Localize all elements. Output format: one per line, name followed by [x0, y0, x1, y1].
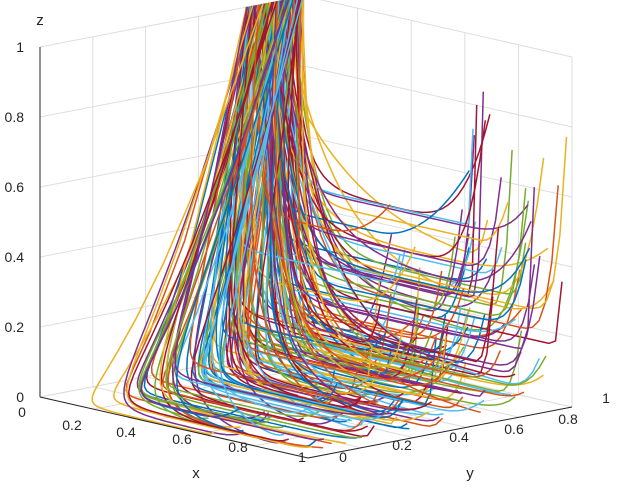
axes — [39, 47, 573, 459]
trajectory-line — [272, 1, 373, 382]
z-tick-label: 0.4 — [5, 249, 25, 265]
x-tick-label: 0 — [18, 404, 26, 420]
trajectory-line — [295, 0, 541, 366]
grid-line — [303, 65, 573, 128]
trajectory-line — [228, 6, 362, 408]
y-axis-title: y — [466, 465, 474, 482]
trajectory-line — [274, 1, 400, 409]
trajectory-line — [190, 0, 369, 432]
x-tick-label: 1 — [298, 449, 306, 465]
z-tick-label: 1 — [16, 39, 24, 55]
y-tick-label: 0.2 — [392, 437, 412, 453]
trajectory-line — [260, 4, 527, 321]
grid-line — [319, 0, 573, 58]
trajectory-line — [222, 0, 383, 418]
trajectory-line — [297, 0, 501, 378]
x-axis-title: x — [192, 465, 200, 482]
trajectory-line — [246, 7, 448, 387]
trajectory-line — [295, 0, 502, 266]
trajectory-line — [266, 0, 465, 340]
trajectory-line — [242, 0, 388, 419]
trajectory-line — [281, 0, 516, 378]
trajectory-line — [254, 5, 522, 373]
y-tick-label: 0.6 — [504, 421, 524, 437]
trajectory-line — [266, 2, 437, 406]
trajectory-line — [250, 4, 333, 405]
grid-line — [303, 135, 573, 198]
z-axis-title: z — [36, 12, 44, 29]
trajectory-line — [263, 3, 500, 363]
trajectory-line — [264, 0, 485, 412]
trajectory-curves — [91, 0, 568, 449]
trajectory-line — [218, 0, 303, 436]
grid-line — [145, 376, 414, 439]
trajectory-line — [175, 0, 385, 421]
trajectory-line — [262, 3, 536, 350]
grid-line — [303, 205, 573, 268]
trajectory-line — [269, 0, 395, 413]
trajectory-line — [289, 0, 545, 295]
z-tick-label: 0.8 — [5, 109, 25, 125]
z-tick-label: 0.6 — [5, 179, 25, 195]
y-tick-label: 0 — [339, 449, 347, 465]
trajectory-line — [171, 5, 270, 424]
x-axis-line — [39, 396, 309, 459]
y-axis-line — [307, 406, 573, 459]
trajectory-line — [268, 2, 487, 258]
y-tick-label: 0.4 — [449, 429, 469, 445]
y-tick-label: 1 — [602, 390, 610, 406]
z-tick-label: 0.2 — [5, 319, 25, 335]
trajectory-line — [210, 6, 318, 414]
trajectory-line — [267, 2, 516, 333]
trajectory-line — [270, 2, 529, 230]
trajectory-line — [301, 0, 404, 368]
trajectory-line — [123, 5, 255, 436]
y-tick-label: 0.8 — [558, 411, 578, 427]
trajectory-line — [254, 0, 432, 411]
trajectory-line — [230, 6, 414, 369]
trajectory-line — [258, 4, 391, 232]
trajectory-line — [268, 2, 503, 274]
trajectory-line — [242, 4, 443, 395]
trajectory-line — [174, 6, 392, 416]
trajectory-line — [272, 1, 486, 397]
trajectory-line — [270, 2, 547, 386]
x-tick-label: 0.4 — [116, 424, 136, 440]
trajectory-line — [238, 5, 446, 380]
x-tick-label: 0.2 — [62, 417, 82, 433]
trajectory-line — [271, 1, 532, 283]
trajectory-line — [297, 0, 568, 310]
trajectory-line — [165, 3, 363, 439]
trajectory-line — [140, 0, 324, 441]
tick-labels: 0 0.2 0.4 0.6 0.8 1 0 0.2 0.4 0.6 0.8 1 … — [5, 39, 611, 465]
trajectory-line — [91, 3, 264, 436]
trajectory-line — [273, 1, 563, 345]
trajectory-line — [236, 0, 338, 425]
trajectory-line — [301, 0, 509, 242]
trajectory-line — [126, 5, 312, 448]
z-tick-label: 0 — [16, 389, 24, 405]
trajectory-line — [189, 6, 379, 406]
x-tick-label: 0.8 — [228, 439, 248, 455]
trajectory-line — [150, 3, 345, 419]
trajectory-line — [128, 1, 289, 442]
trajectory-line — [270, 1, 379, 415]
x-tick-label: 0.6 — [172, 431, 192, 447]
trajectory-line — [287, 0, 382, 343]
